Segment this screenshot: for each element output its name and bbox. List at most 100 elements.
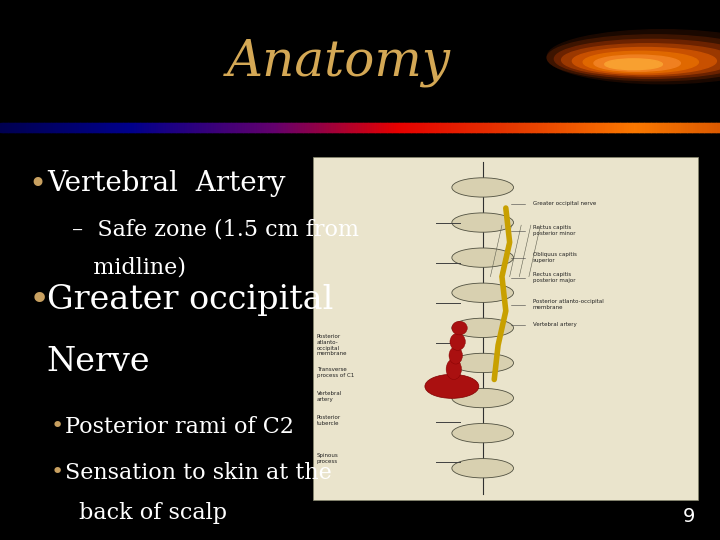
Bar — [103, 123, 107, 132]
Bar — [194, 123, 198, 132]
Bar — [693, 123, 698, 132]
Bar — [621, 123, 626, 132]
Bar — [490, 123, 493, 132]
Bar — [545, 123, 549, 132]
Bar — [307, 123, 311, 132]
Bar — [146, 123, 150, 132]
Bar — [63, 123, 66, 132]
Bar — [696, 123, 700, 132]
Bar — [221, 123, 225, 132]
Bar — [369, 123, 374, 132]
Bar — [7, 123, 11, 132]
Bar — [310, 123, 313, 132]
Bar — [29, 123, 32, 132]
Bar — [626, 123, 630, 132]
Bar — [355, 123, 359, 132]
Bar — [168, 123, 172, 132]
Bar — [91, 123, 95, 132]
Bar — [487, 123, 491, 132]
Bar — [557, 123, 561, 132]
Bar — [250, 123, 253, 132]
Bar — [67, 123, 71, 132]
Bar — [290, 123, 294, 132]
Text: Greater occipital nerve: Greater occipital nerve — [533, 201, 596, 206]
Bar — [657, 123, 662, 132]
Bar — [305, 123, 309, 132]
Ellipse shape — [594, 55, 680, 71]
Bar — [523, 123, 527, 132]
Bar — [497, 123, 500, 132]
Bar — [547, 123, 551, 132]
Bar — [319, 123, 323, 132]
Bar — [113, 123, 117, 132]
Bar — [343, 123, 347, 132]
Bar — [549, 123, 554, 132]
Bar — [45, 123, 50, 132]
Text: •: • — [50, 416, 63, 436]
Bar — [675, 123, 678, 132]
Bar — [216, 123, 220, 132]
Bar — [377, 123, 381, 132]
Bar — [233, 123, 237, 132]
Ellipse shape — [450, 333, 465, 350]
Bar — [718, 123, 720, 132]
Bar — [142, 123, 145, 132]
Bar — [670, 123, 673, 132]
Bar — [271, 123, 275, 132]
Bar — [427, 123, 431, 132]
Bar — [322, 123, 325, 132]
Bar — [351, 123, 354, 132]
Text: Posterior
tubercle: Posterior tubercle — [317, 415, 341, 426]
Bar — [96, 123, 100, 132]
Bar — [495, 123, 498, 132]
Bar — [528, 123, 532, 132]
Bar — [187, 123, 191, 132]
Bar — [396, 123, 400, 132]
Bar — [542, 123, 546, 132]
Bar — [312, 123, 316, 132]
Bar — [473, 123, 477, 132]
Bar — [247, 123, 251, 132]
Bar — [171, 123, 174, 132]
Bar — [578, 123, 582, 132]
Bar — [2, 123, 6, 132]
Bar — [38, 123, 42, 132]
Bar — [585, 123, 590, 132]
Bar — [53, 123, 57, 132]
Bar — [34, 123, 37, 132]
Bar — [588, 123, 592, 132]
Ellipse shape — [452, 283, 513, 302]
Bar — [341, 123, 345, 132]
Ellipse shape — [452, 213, 513, 232]
Text: Greater occipital: Greater occipital — [47, 284, 333, 315]
Bar — [65, 123, 68, 132]
Bar — [430, 123, 433, 132]
Bar — [531, 123, 534, 132]
Bar — [279, 123, 282, 132]
Bar — [101, 123, 104, 132]
Text: back of scalp: back of scalp — [79, 502, 228, 524]
Bar — [459, 123, 462, 132]
Bar — [295, 123, 299, 132]
Bar — [639, 123, 642, 132]
Ellipse shape — [449, 347, 462, 364]
Ellipse shape — [547, 35, 720, 80]
Bar — [209, 123, 212, 132]
Bar — [329, 123, 333, 132]
Bar — [238, 123, 241, 132]
Bar — [425, 123, 428, 132]
Bar — [391, 123, 395, 132]
Bar — [706, 123, 709, 132]
Bar — [182, 123, 186, 132]
Bar — [313, 157, 698, 500]
Bar — [79, 123, 83, 132]
Bar — [74, 123, 78, 132]
Bar — [156, 123, 160, 132]
Bar — [679, 123, 683, 132]
Bar — [648, 123, 652, 132]
Ellipse shape — [452, 321, 467, 335]
Bar — [569, 123, 572, 132]
Text: Vertebral artery: Vertebral artery — [533, 322, 577, 327]
Bar — [94, 123, 97, 132]
Bar — [264, 123, 268, 132]
